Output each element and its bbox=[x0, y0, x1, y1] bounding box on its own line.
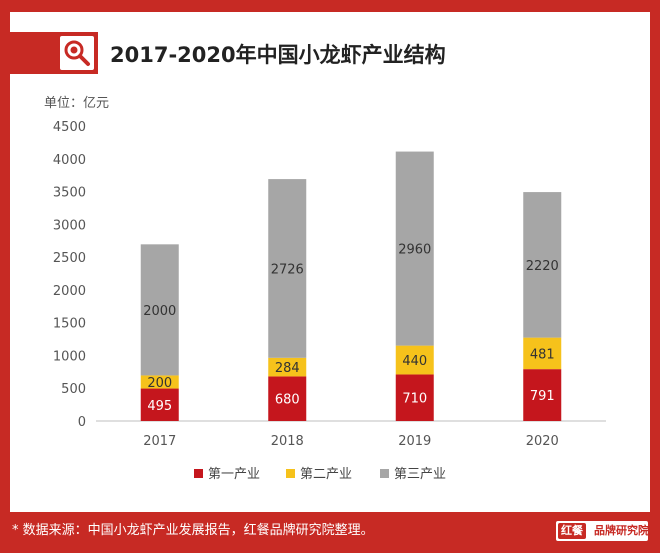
y-tick-label-0: 0 bbox=[78, 415, 86, 430]
bar-2019-series-3 bbox=[395, 151, 434, 346]
bar-2018-series-2 bbox=[268, 357, 307, 377]
x-tick-label-2017: 2017 bbox=[143, 434, 176, 449]
bar-2020-series-1 bbox=[523, 369, 562, 421]
data-label-2018-series-3: 2726 bbox=[271, 262, 304, 277]
y-tick-label-1: 500 bbox=[61, 382, 86, 397]
data-label-2019-series-1: 710 bbox=[402, 392, 427, 407]
data-label-2018-series-1: 680 bbox=[275, 393, 300, 408]
bar-2020-series-3 bbox=[523, 192, 562, 338]
bar-2018-series-1 bbox=[268, 376, 307, 421]
bar-2017-series-3 bbox=[140, 244, 179, 376]
x-tick-label-2019: 2019 bbox=[398, 434, 431, 449]
bar-2017-series-1 bbox=[140, 388, 179, 421]
data-label-2019-series-3: 2960 bbox=[398, 243, 431, 258]
legend-label-3: 第三产业 bbox=[394, 467, 446, 482]
source-note: * 数据来源：中国小龙虾产业发展报告，红餐品牌研究院整理。 bbox=[12, 523, 374, 538]
search-icon-box bbox=[60, 36, 94, 70]
y-tick-label-2: 1000 bbox=[53, 349, 86, 364]
y-tick-label-9: 4500 bbox=[53, 120, 86, 135]
legend-swatch-2 bbox=[286, 469, 295, 478]
title-accent-bar bbox=[10, 32, 98, 74]
legend-label-2: 第二产业 bbox=[300, 467, 352, 482]
search-icon bbox=[64, 40, 90, 66]
data-label-2017-series-1: 495 bbox=[147, 399, 172, 414]
data-label-2017-series-3: 2000 bbox=[143, 304, 176, 319]
legend-label-1: 第一产业 bbox=[208, 467, 260, 482]
data-label-2019-series-2: 440 bbox=[402, 354, 427, 369]
x-tick-label-2020: 2020 bbox=[526, 434, 559, 449]
y-tick-label-7: 3500 bbox=[53, 186, 86, 201]
data-label-2020-series-2: 481 bbox=[530, 347, 555, 362]
bar-2019-series-1 bbox=[395, 374, 434, 421]
bar-2018-series-3 bbox=[268, 179, 307, 358]
bar-2020-series-2 bbox=[523, 337, 562, 370]
bar-2019-series-2 bbox=[395, 345, 434, 375]
y-tick-label-4: 2000 bbox=[53, 284, 86, 299]
legend-swatch-3 bbox=[380, 469, 389, 478]
brand-logo: 红餐 bbox=[558, 523, 586, 539]
chart-title: 2017-2020年中国小龙虾产业结构 bbox=[110, 43, 446, 67]
data-label-2017-series-2: 200 bbox=[147, 376, 172, 391]
data-label-2020-series-3: 2220 bbox=[526, 259, 559, 274]
y-tick-label-8: 4000 bbox=[53, 153, 86, 168]
y-tick-label-3: 1500 bbox=[53, 317, 86, 332]
y-tick-label-5: 2500 bbox=[53, 251, 86, 266]
brand-name: 品牌研究院 bbox=[594, 524, 649, 537]
legend-swatch-1 bbox=[194, 469, 203, 478]
brand-badge: 红餐 品牌研究院 bbox=[556, 521, 649, 541]
data-label-2018-series-2: 284 bbox=[275, 361, 300, 376]
unit-label: 单位：亿元 bbox=[44, 96, 110, 111]
x-tick-label-2018: 2018 bbox=[271, 434, 304, 449]
y-tick-label-6: 3000 bbox=[53, 218, 86, 233]
bar-2017-series-2 bbox=[140, 375, 179, 389]
data-label-2020-series-1: 791 bbox=[530, 389, 555, 404]
